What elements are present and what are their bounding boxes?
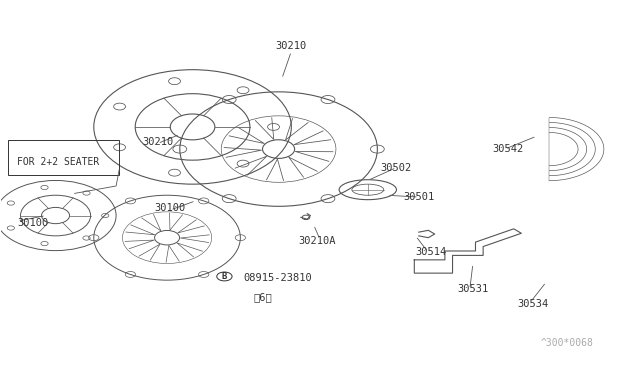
Text: 30501: 30501	[403, 192, 434, 202]
Text: （6）: （6）	[253, 292, 272, 302]
Text: 30531: 30531	[457, 284, 488, 294]
Text: 30502: 30502	[381, 163, 412, 173]
Text: 30210: 30210	[276, 41, 307, 51]
Text: 30542: 30542	[492, 144, 524, 154]
Text: 30210: 30210	[142, 137, 173, 147]
Text: 08915-23810: 08915-23810	[244, 273, 312, 283]
Text: 30100: 30100	[17, 218, 49, 228]
Text: 30100: 30100	[155, 203, 186, 213]
Text: 30514: 30514	[415, 247, 447, 257]
Text: FOR 2+2 SEATER: FOR 2+2 SEATER	[17, 157, 100, 167]
Text: ^300*0068: ^300*0068	[541, 339, 594, 349]
Text: B: B	[221, 272, 227, 281]
Text: 30210A: 30210A	[298, 236, 335, 246]
Text: 30534: 30534	[518, 299, 548, 309]
